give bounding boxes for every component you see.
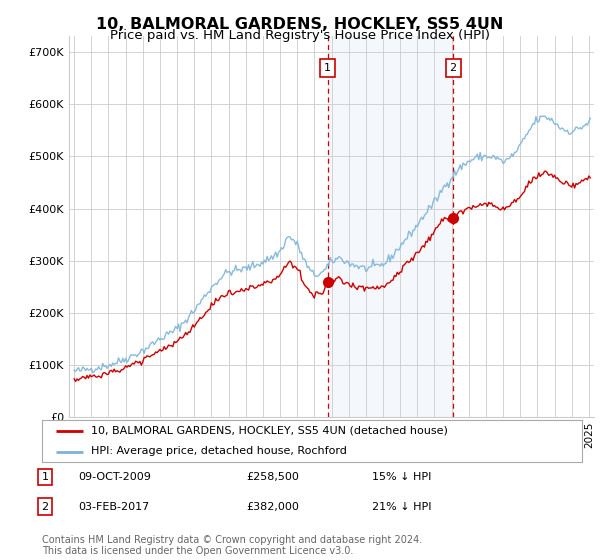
- Text: Contains HM Land Registry data © Crown copyright and database right 2024.
This d: Contains HM Land Registry data © Crown c…: [42, 535, 422, 557]
- Text: 2: 2: [41, 502, 49, 512]
- Text: 10, BALMORAL GARDENS, HOCKLEY, SS5 4UN (detached house): 10, BALMORAL GARDENS, HOCKLEY, SS5 4UN (…: [91, 426, 448, 436]
- Text: 2: 2: [449, 63, 457, 73]
- Text: 1: 1: [41, 472, 49, 482]
- Bar: [328, 36, 453, 417]
- Text: £258,500: £258,500: [246, 472, 299, 482]
- Text: 1: 1: [324, 63, 331, 73]
- Text: 09-OCT-2009: 09-OCT-2009: [78, 472, 151, 482]
- Text: 21% ↓ HPI: 21% ↓ HPI: [372, 502, 431, 512]
- Text: HPI: Average price, detached house, Rochford: HPI: Average price, detached house, Roch…: [91, 446, 346, 456]
- Text: Price paid vs. HM Land Registry's House Price Index (HPI): Price paid vs. HM Land Registry's House …: [110, 29, 490, 42]
- Text: 15% ↓ HPI: 15% ↓ HPI: [372, 472, 431, 482]
- Text: 03-FEB-2017: 03-FEB-2017: [78, 502, 149, 512]
- Text: £382,000: £382,000: [246, 502, 299, 512]
- Text: 10, BALMORAL GARDENS, HOCKLEY, SS5 4UN: 10, BALMORAL GARDENS, HOCKLEY, SS5 4UN: [97, 17, 503, 32]
